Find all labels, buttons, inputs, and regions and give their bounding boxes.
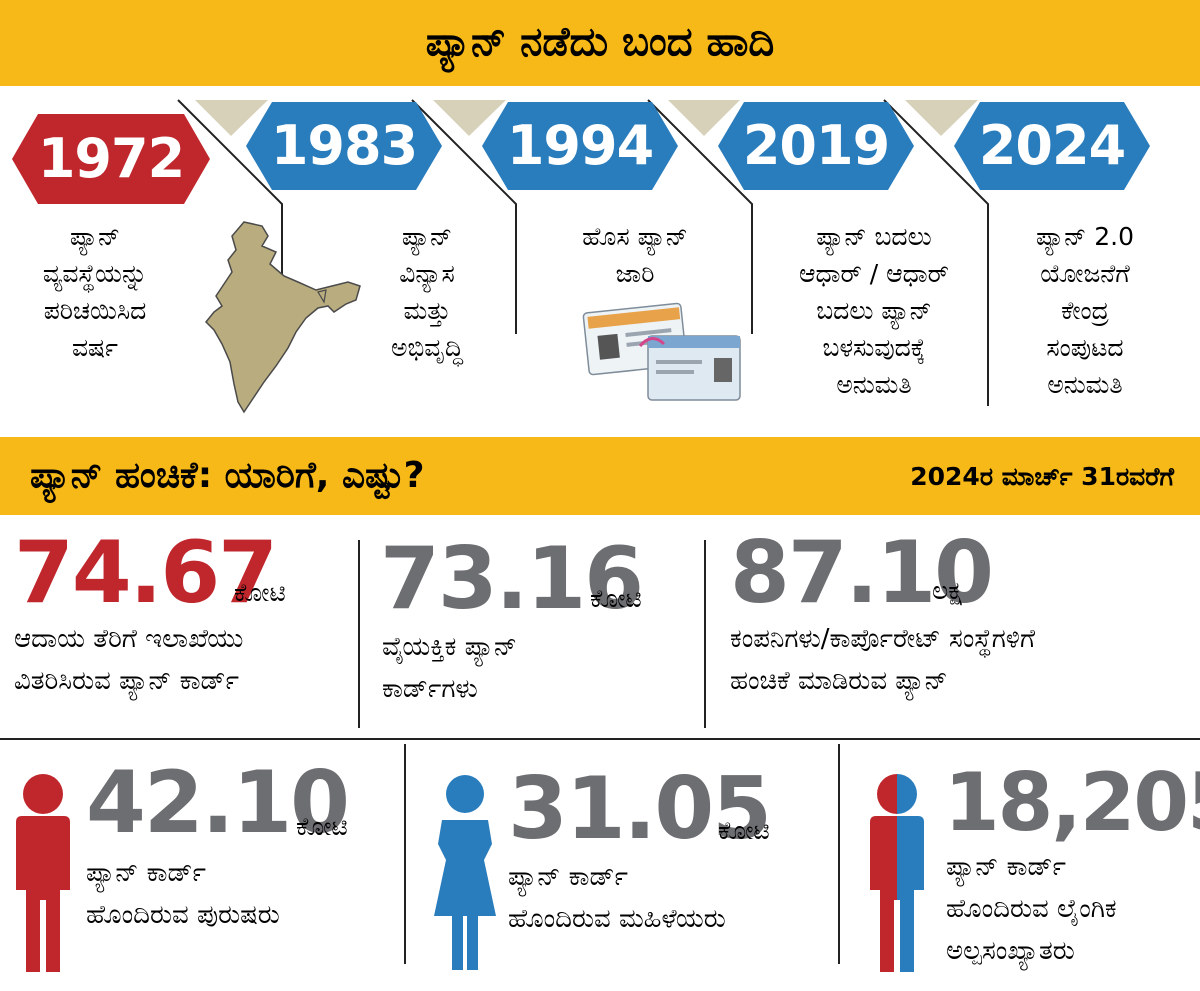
stat-transgender-value: 18,205 [944,756,1200,849]
timeline-desc-1983: ಪ್ಯಾನ್ ವಿನ್ಯಾಸ ಮತ್ತು ಅಭಿವೃದ್ಧಿ [352,218,502,366]
notch-1 [195,100,268,136]
desc-line: ವಿನ್ಯಾಸ [399,259,455,288]
desc-line: ಬಳಸುವುದಕ್ಕೆ [822,333,926,362]
desc-line: ಪ್ಯಾನ್ ಕಾರ್ಡ್ [946,852,1066,882]
desc-line: ಯೋಜನೆಗೆ [1040,259,1130,288]
desc-line: ಪರಿಚಯಿಸಿದ [43,296,147,325]
row-divider [0,738,1200,740]
desc-line: ವಿತರಿಸಿರುವ ಪ್ಯಾನ್ ಕಾರ್ಡ್ [14,666,239,696]
desc-line: ಹೊಂದಿರುವ ಲೈಂಗಿಕ [946,894,1117,924]
india-map-icon [204,221,361,414]
desc-line: ಅಲ್ಪಸಂಖ್ಯಾತರು [946,936,1075,966]
section-title: ಪ್ಯಾನ್ ಹಂಚಿಕೆ: ಯಾರಿಗೆ, ಎಷ್ಟು? [30,455,425,496]
desc-line: ಅಭಿವೃದ್ಧಿ [390,333,464,362]
stat-company-unit: ಲಕ್ಷ [932,576,962,605]
year-2019: 2019 [742,114,890,177]
stat-company-desc: ಕಂಪನಿಗಳು/ಕಾರ್ಪೊರೇಟ್ ಸಂಸ್ಥೆಗಳಿಗೆ ಹಂಚಿಕೆ ಮ… [730,618,1190,702]
divider [404,744,406,964]
timeline-desc-2019: ಪ್ಯಾನ್ ಬದಲು ಆಧಾರ್ / ಆಧಾರ್ ಬದಲು ಪ್ಯಾನ್ ಬಳ… [764,218,984,403]
desc-line: ವೈಯಕ್ತಿಕ ಪ್ಯಾನ್ [382,632,517,662]
desc-line: ಅನುಮತಿ [1047,370,1123,399]
stat-male-unit: ಕೋಟಿ [296,812,348,841]
desc-line: ಬದಲು ಪ್ಯಾನ್ [816,296,932,325]
desc-line: ಪ್ಯಾನ್ 2.0 [1035,222,1134,251]
divider [704,540,706,728]
timeline-desc-2024: ಪ್ಯಾನ್ 2.0 ಯೋಜನೆಗೆ ಕೇಂದ್ರ ಸಂಪುಟದ ಅನುಮತಿ [1000,218,1170,403]
year-badge-1994 [482,102,678,190]
year-1972: 1972 [37,127,185,190]
stat-female-desc: ಪ್ಯಾನ್ ಕಾರ್ಡ್ ಹೊಂದಿರುವ ಮಹಿಳೆಯರು [508,856,828,940]
desc-line: ಆಧಾರ್ / ಆಧಾರ್ [799,259,949,288]
stat-company-value: 87.10 [730,523,994,623]
section-date: 2024ರ ಮಾರ್ಚ್ 31ರವರೆಗೆ [910,462,1174,491]
section-band: ಪ್ಯಾನ್ ಹಂಚಿಕೆ: ಯಾರಿಗೆ, ಎಷ್ಟು? 2024ರ ಮಾರ್… [0,437,1200,515]
desc-line: ಜಾರಿ [615,259,655,288]
desc-line: ವ್ಯವಸ್ಥೆಯನ್ನು [42,259,148,288]
stat-female-unit: ಕೋಟಿ [718,816,770,845]
connector-4 [883,99,989,406]
stat-male-desc: ಪ್ಯಾನ್ ಕಾರ್ಡ್ ಹೊಂದಿರುವ ಪುರುಷರು [86,852,396,936]
female-figure-icon [434,775,496,970]
desc-line: ಪ್ಯಾನ್ ಕಾರ್ಡ್ [86,858,206,888]
page-title: ಪ್ಯಾನ್ ನಡೆದು ಬಂದ ಹಾದಿ [425,19,775,65]
transgender-figure-icon [870,774,924,972]
desc-line: ಪ್ಯಾನ್ [69,222,121,251]
year-2024: 2024 [978,114,1126,177]
stat-transgender-desc: ಪ್ಯಾನ್ ಕಾರ್ಡ್ ಹೊಂದಿರುವ ಲೈಂಗಿಕ ಅಲ್ಪಸಂಖ್ಯಾ… [946,846,1196,972]
timeline-desc-1994: ಹೊಸ ಪ್ಯಾನ್ ಜಾರಿ [540,218,730,292]
divider [358,540,360,728]
desc-line: ಹಂಚಿಕೆ ಮಾಡಿರುವ ಪ್ಯಾನ್ [730,666,948,696]
year-1983: 1983 [270,114,418,177]
notch-4 [905,100,978,136]
notch-2 [433,100,506,136]
desc-line: ಅನುಮತಿ [836,370,912,399]
stat-individual-desc: ವೈಯಕ್ತಿಕ ಪ್ಯಾನ್ ಕಾರ್ಡ್‌ಗಳು [382,626,682,710]
desc-line: ಹೊಂದಿರುವ ಪುರುಷರು [86,900,280,930]
notch-3 [668,100,740,136]
desc-line: ಪ್ಯಾನ್ ಕಾರ್ಡ್ [508,862,628,892]
connector-3 [647,99,753,334]
year-1994: 1994 [506,114,654,177]
stat-male-value: 42.10 [86,753,350,853]
connector-2 [411,99,517,334]
timeline-graphics [177,99,989,414]
stat-total-value: 74.67 [14,523,278,623]
stat-individual-value: 73.16 [380,529,644,629]
timeline-desc-1972: ಪ್ಯಾನ್ ವ್ಯವಸ್ಥೆಯನ್ನು ಪರಿಚಯಿಸಿದ ವರ್ಷ [10,218,180,366]
desc-line: ಕೇಂದ್ರ [1061,296,1109,325]
title-band: ಪ್ಯಾನ್ ನಡೆದು ಬಂದ ಹಾದಿ [0,0,1200,86]
year-badge-2019 [718,102,914,190]
desc-line: ಹೊಂದಿರುವ ಮಹಿಳೆಯರು [508,904,726,934]
desc-line: ಆದಾಯ ತೆರಿಗೆ ಇಲಾಖೆಯು [14,624,244,654]
stat-total-desc: ಆದಾಯ ತೆರಿಗೆ ಇಲಾಖೆಯು ವಿತರಿಸಿರುವ ಪ್ಯಾನ್ ಕಾ… [14,618,354,702]
male-figure-icon [16,774,70,972]
year-badge-1983 [246,102,442,190]
stat-individual-unit: ಕೋಟಿ [590,584,642,613]
divider [838,744,840,964]
desc-line: ಪ್ಯಾನ್ [401,222,453,251]
desc-line: ಪ್ಯಾನ್ ಬದಲು [816,222,932,251]
desc-line: ಸಂಪುಟದ [1046,333,1124,362]
desc-line: ಕಂಪನಿಗಳು/ಕಾರ್ಪೊರೇಟ್ ಸಂಸ್ಥೆಗಳಿಗೆ [730,624,1036,654]
desc-line: ಕಾರ್ಡ್‌ಗಳು [382,674,478,704]
pan-card-images [582,302,741,401]
desc-line: ಮತ್ತು [403,296,451,325]
year-badge-1972 [12,114,210,204]
stat-female-value: 31.05 [508,759,772,859]
stat-total-unit: ಕೋಟಿ [234,578,286,607]
year-badge-2024 [954,102,1150,190]
desc-line: ವರ್ಷ [71,333,118,362]
desc-line: ಹೊಸ ಪ್ಯಾನ್ [582,222,688,251]
